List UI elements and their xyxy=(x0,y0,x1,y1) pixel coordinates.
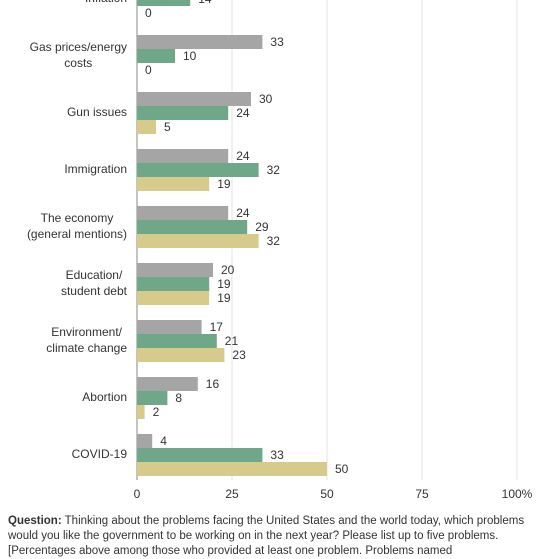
value-label: 19 xyxy=(217,291,231,305)
bar xyxy=(137,277,210,291)
value-label: 19 xyxy=(217,177,231,191)
bar xyxy=(137,149,229,163)
x-tick-label: 100% xyxy=(502,487,533,501)
category-label: Environment/ xyxy=(51,325,122,339)
bar xyxy=(137,348,225,362)
x-tick-label: 25 xyxy=(225,487,239,501)
bar xyxy=(137,320,202,334)
footnote-text: Thinking about the problems facing the U… xyxy=(8,515,525,557)
bar xyxy=(137,448,263,462)
category-label: Abortion xyxy=(82,390,127,404)
category-label: Education/ xyxy=(66,268,123,282)
value-label: 21 xyxy=(225,334,239,348)
value-label: 33 xyxy=(270,35,284,49)
bar xyxy=(137,291,210,305)
category-label: climate change xyxy=(46,341,127,355)
x-tick-label: 0 xyxy=(134,487,141,501)
category-label: Inflation xyxy=(85,0,127,5)
value-label: 0 xyxy=(145,63,152,77)
value-label: 4 xyxy=(160,434,167,448)
bar xyxy=(137,391,168,405)
bar xyxy=(137,405,145,419)
category-label: costs xyxy=(64,56,92,70)
footnote-label: Question: xyxy=(8,515,62,527)
bar xyxy=(137,163,259,177)
value-label: 24 xyxy=(236,149,250,163)
category-label: Immigration xyxy=(64,162,127,176)
value-label: 0 xyxy=(145,6,152,20)
bar xyxy=(137,35,263,49)
x-tick-label: 75 xyxy=(415,487,429,501)
value-label: 19 xyxy=(217,277,231,291)
value-label: 2 xyxy=(153,405,160,419)
value-label: 23 xyxy=(232,348,246,362)
value-label: 10 xyxy=(183,49,197,63)
bar xyxy=(137,377,198,391)
value-label: 17 xyxy=(210,320,224,334)
bar xyxy=(137,462,327,476)
value-label: 24 xyxy=(236,206,250,220)
bar xyxy=(137,206,229,220)
category-label: The economy xyxy=(41,211,114,225)
bar xyxy=(137,0,191,6)
value-label: 14 xyxy=(198,0,212,6)
value-label: 5 xyxy=(164,120,171,134)
footnote: Question: Thinking about the problems fa… xyxy=(8,514,544,559)
bar xyxy=(137,334,217,348)
category-label: Gas prices/energy xyxy=(30,40,127,54)
value-label: 30 xyxy=(259,92,273,106)
value-label: 33 xyxy=(270,448,284,462)
bar xyxy=(137,49,175,63)
bar xyxy=(137,220,248,234)
category-label: (general mentions) xyxy=(27,227,127,241)
value-label: 24 xyxy=(236,106,250,120)
category-label: COVID-19 xyxy=(72,447,128,461)
bar xyxy=(137,92,251,106)
category-label: student debt xyxy=(61,284,128,298)
category-label: Gun issues xyxy=(67,105,127,119)
bar xyxy=(137,177,210,191)
value-label: 20 xyxy=(221,263,235,277)
value-label: 29 xyxy=(255,220,269,234)
value-label: 32 xyxy=(267,234,281,248)
bar xyxy=(137,434,153,448)
bar xyxy=(137,120,156,134)
bar xyxy=(137,234,259,248)
value-label: 32 xyxy=(267,163,281,177)
value-label: 16 xyxy=(206,377,220,391)
bar xyxy=(137,106,229,120)
value-label: 8 xyxy=(175,391,182,405)
bar xyxy=(137,263,213,277)
value-label: 50 xyxy=(335,462,349,476)
x-tick-label: 50 xyxy=(320,487,334,501)
